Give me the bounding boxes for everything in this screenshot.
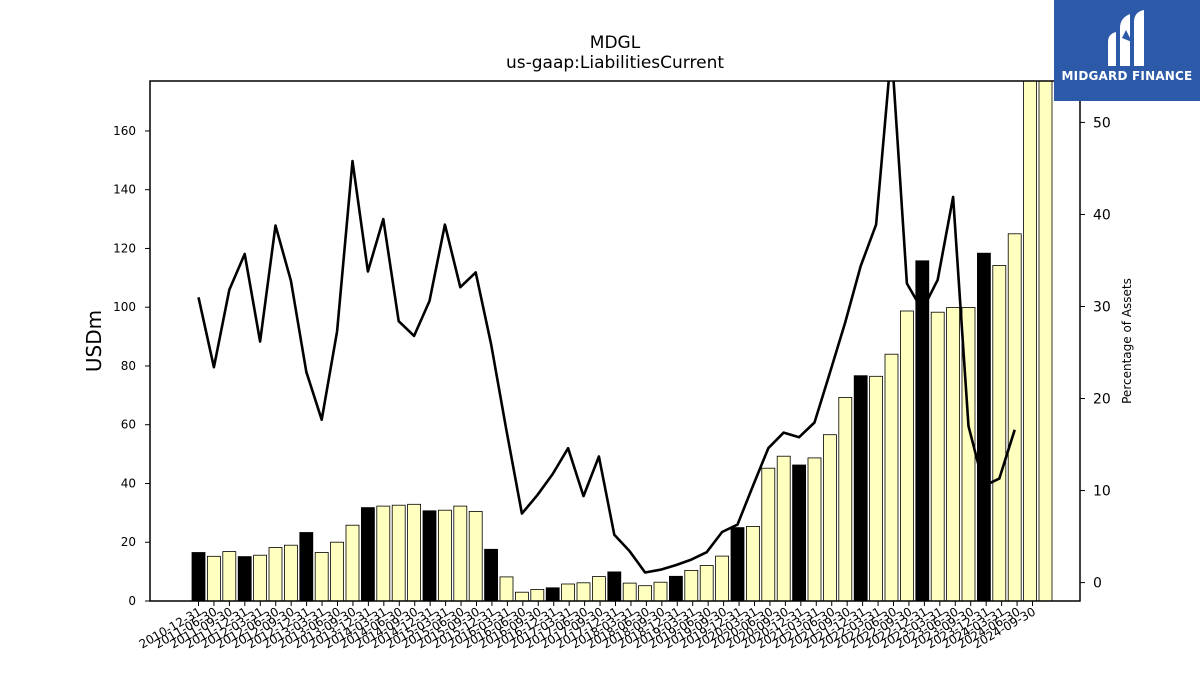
bar-2012-03-31 — [268, 547, 283, 601]
chart-title: MDGL — [590, 33, 641, 53]
plot-frame — [149, 80, 1081, 602]
bar-2014-09-30 — [422, 510, 437, 601]
bar-2011-12-31 — [253, 554, 268, 601]
bar-2014-06-30 — [407, 503, 422, 601]
percentage-line — [197, 81, 1016, 574]
right-tick-label: 0 — [1093, 576, 1102, 592]
right-tick-label: 20 — [1093, 392, 1111, 408]
bar-2016-09-30 — [545, 587, 560, 601]
bar-2011-09-30 — [237, 556, 252, 601]
bar-2019-12-31 — [746, 526, 760, 601]
bar-2018-12-31 — [684, 570, 699, 601]
bar-2023-09-30 — [977, 252, 991, 601]
right-tick-label: 40 — [1093, 207, 1111, 223]
bar-2019-09-30 — [730, 527, 745, 601]
bar-2022-03-31 — [884, 353, 899, 601]
y2-axis-label: Percentage of Assets — [1120, 278, 1134, 404]
bar-2017-03-31 — [576, 582, 591, 601]
left-tick-label: 40 — [121, 476, 136, 490]
bar-2021-06-30 — [838, 396, 853, 601]
right-axis: 0 10 20 30 40 50 — [1080, 115, 1111, 592]
bar-2017-06-30 — [592, 576, 606, 601]
bar-2011-03-31 — [206, 555, 221, 601]
bar-2017-09-30 — [607, 571, 622, 601]
left-tick-label: 20 — [121, 535, 136, 549]
bar-2014-12-31 — [437, 509, 452, 601]
x-axis: 2010-12-312011-06-302011-09-302011-12-31… — [137, 601, 1038, 651]
left-tick-label: 120 — [113, 241, 136, 255]
midgard-finance-logo: MIDGARD FINANCE — [1054, 0, 1200, 101]
bar-2016-12-31 — [561, 583, 575, 601]
bar-2022-09-30 — [915, 260, 930, 601]
right-tick-label: 10 — [1093, 484, 1111, 500]
bar-2021-09-30 — [853, 375, 868, 601]
bar-2020-12-31 — [807, 457, 822, 601]
bar-2019-03-31 — [699, 565, 714, 601]
bar-2015-12-31 — [499, 576, 514, 601]
bar-series — [191, 81, 1053, 601]
bar-2018-09-30 — [669, 575, 683, 601]
left-tick-label: 0 — [128, 594, 136, 608]
bar-2013-03-31 — [330, 541, 345, 601]
bar-2024-03-31 — [1007, 233, 1022, 601]
bar-2024-09-30 — [1038, 81, 1053, 601]
bar-2018-03-31 — [638, 585, 652, 601]
bar-2012-12-31 — [314, 552, 329, 601]
bar-2016-03-31 — [515, 591, 529, 601]
bar-2014-03-31 — [391, 504, 406, 601]
bar-2023-12-31 — [992, 265, 1007, 601]
right-tick-label: 50 — [1093, 115, 1111, 131]
bar-2010-12-31 — [191, 552, 206, 601]
bar-2020-06-30 — [776, 455, 791, 601]
bar-2023-03-31 — [946, 307, 960, 601]
left-tick-label: 60 — [121, 418, 136, 432]
bar-2012-09-30 — [299, 532, 314, 601]
bar-2013-09-30 — [360, 507, 375, 601]
left-tick-label: 160 — [113, 124, 136, 138]
bar-2021-12-31 — [869, 375, 883, 601]
bar-2013-12-31 — [376, 505, 391, 601]
bar-2020-03-31 — [761, 467, 776, 601]
y-axis-label: USDm — [82, 310, 106, 372]
left-tick-label: 140 — [113, 183, 136, 197]
bar-2022-12-31 — [930, 311, 945, 601]
bar-2019-06-30 — [715, 555, 729, 601]
midgard-logo-icon — [1108, 10, 1144, 66]
logo-brand-text: MIDGARD FINANCE — [1061, 69, 1193, 83]
bar-2021-03-31 — [823, 434, 837, 601]
left-tick-label: 100 — [113, 300, 136, 314]
bar-2018-06-30 — [653, 581, 668, 601]
bar-2013-06-30 — [345, 524, 360, 601]
bar-2024-06-30 — [1023, 81, 1037, 601]
bar-2015-06-30 — [468, 510, 483, 601]
bar-2012-06-30 — [283, 544, 298, 601]
bar-2015-03-31 — [453, 505, 468, 601]
left-axis: 0 20 40 60 80 100 120 140 160 — [113, 124, 150, 608]
bar-2011-06-30 — [222, 551, 237, 601]
bar-2020-09-30 — [792, 464, 806, 601]
chart-subtitle: us-gaap:LiabilitiesCurrent — [506, 53, 724, 73]
right-tick-label: 30 — [1093, 299, 1111, 315]
bar-2022-06-30 — [900, 310, 914, 601]
bar-2016-06-30 — [530, 589, 545, 601]
line-series — [197, 81, 1016, 574]
left-tick-label: 80 — [121, 359, 136, 373]
bar-2017-12-31 — [622, 582, 637, 601]
bar-2015-09-30 — [484, 548, 499, 601]
